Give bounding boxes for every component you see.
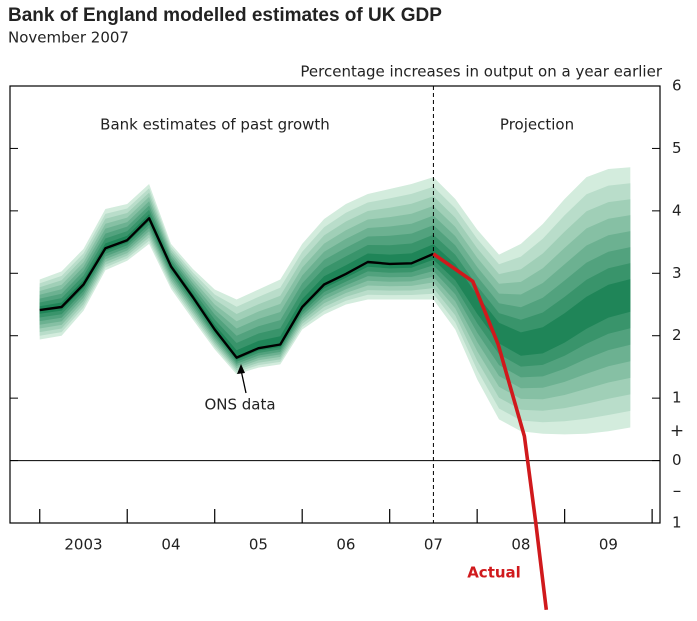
x-tick-label: 08 xyxy=(511,536,530,554)
y-tick-label: 1 xyxy=(672,514,682,532)
fan-band xyxy=(39,209,631,367)
sign-label: + xyxy=(670,421,684,441)
lines xyxy=(39,217,549,611)
x-tick-label: 05 xyxy=(249,536,268,554)
fan-band xyxy=(39,201,631,389)
sign-label: – xyxy=(673,481,682,501)
y-tick-label: 6 xyxy=(672,77,682,95)
annotation: Projection xyxy=(500,116,574,134)
x-tick-label: 07 xyxy=(424,536,443,554)
annotation-arrow xyxy=(240,369,247,394)
annotation: Bank estimates of past growth xyxy=(100,116,330,134)
y-tick-label: 1 xyxy=(672,389,682,407)
annotation: ONS data xyxy=(204,396,275,414)
y-tick-label: 0 xyxy=(672,451,682,469)
y-tick-label: 5 xyxy=(672,139,682,157)
x-tick-label: 2003 xyxy=(64,536,102,554)
series-line xyxy=(432,252,549,611)
x-tick-label: 04 xyxy=(161,536,180,554)
chart-subtitle: November 2007 xyxy=(8,29,129,47)
chart-title: Bank of England modelled estimates of UK… xyxy=(8,5,442,26)
x-tick-label: 06 xyxy=(336,536,355,554)
series-line xyxy=(39,217,434,359)
annotation-arrowhead xyxy=(237,364,245,374)
fan xyxy=(39,167,631,435)
x-tick-label: 09 xyxy=(599,536,618,554)
y-tick-label: 2 xyxy=(672,326,682,344)
plot-frame xyxy=(9,85,661,524)
y-tick-label: 3 xyxy=(672,264,682,282)
annotation-actual: Actual xyxy=(467,564,521,582)
fan-band xyxy=(39,205,631,378)
axes: 6 5 4 3 2 1 0 1 2003 04 05 06 07 08 09 xyxy=(9,77,682,554)
y-axis-label: Percentage increases in output on a year… xyxy=(300,63,662,81)
y-tick-label: 4 xyxy=(672,201,682,219)
